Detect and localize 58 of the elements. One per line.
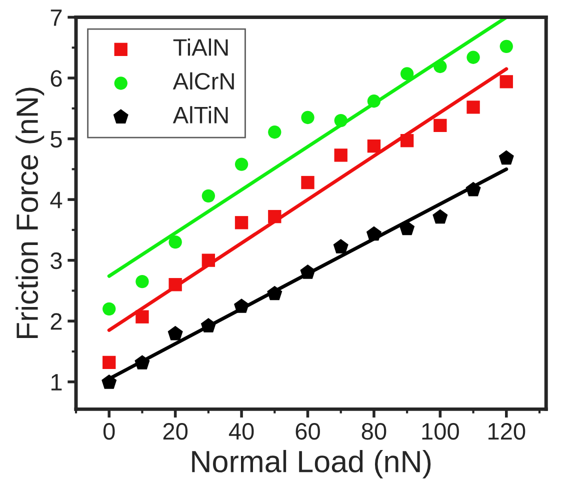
point xyxy=(500,40,513,54)
y-tick-label: 4 xyxy=(50,192,62,208)
point xyxy=(333,239,348,254)
point xyxy=(234,158,248,171)
point xyxy=(168,326,183,340)
x-tick-label: 60 xyxy=(296,423,320,440)
point xyxy=(434,60,447,74)
point xyxy=(367,139,381,153)
y-tick-label: 5 xyxy=(50,131,62,148)
x-tick-label: 80 xyxy=(362,423,386,440)
y-tick-label: 1 xyxy=(51,374,62,390)
point xyxy=(267,286,282,300)
point xyxy=(102,302,116,316)
y-tick-label: 7 xyxy=(50,10,62,26)
x-tick-label: 0 xyxy=(103,423,115,440)
point xyxy=(268,210,282,224)
point xyxy=(301,110,314,124)
point xyxy=(136,310,149,324)
point xyxy=(432,209,448,224)
point xyxy=(200,318,216,332)
point xyxy=(466,50,480,64)
point xyxy=(202,254,216,267)
x-tick-label: 20 xyxy=(163,423,188,440)
point xyxy=(400,220,415,236)
point xyxy=(268,126,282,139)
point xyxy=(102,356,116,369)
point xyxy=(434,118,447,132)
x-tick-label: 120 xyxy=(488,423,526,440)
point xyxy=(400,67,414,80)
point xyxy=(334,114,348,128)
point xyxy=(202,189,216,202)
point xyxy=(300,264,316,279)
point xyxy=(301,176,314,190)
legend-label: AlTiN xyxy=(172,106,228,124)
x-axis-title: Normal Load (nN) xyxy=(192,450,431,478)
y-tick-label: 2 xyxy=(50,313,62,330)
point xyxy=(367,94,381,108)
point xyxy=(498,150,514,165)
point xyxy=(366,226,382,241)
point xyxy=(168,278,182,292)
legend-label: AlCrN xyxy=(172,72,234,90)
point xyxy=(234,298,250,313)
point xyxy=(102,374,117,389)
y-tick-label: 3 xyxy=(50,252,62,270)
point xyxy=(466,100,480,114)
point xyxy=(168,236,182,249)
x-tick-label: 40 xyxy=(228,423,254,440)
point xyxy=(134,355,150,370)
x-tick-label: 100 xyxy=(422,423,459,440)
y-tick-label: 6 xyxy=(50,70,62,87)
point xyxy=(500,75,513,88)
point xyxy=(136,274,149,288)
point xyxy=(400,134,414,148)
point xyxy=(334,148,348,162)
point xyxy=(466,182,481,196)
y-axis-title: Friction Force (nN) xyxy=(16,88,44,338)
legend-label: TiAlN xyxy=(173,38,228,56)
point xyxy=(234,216,248,230)
